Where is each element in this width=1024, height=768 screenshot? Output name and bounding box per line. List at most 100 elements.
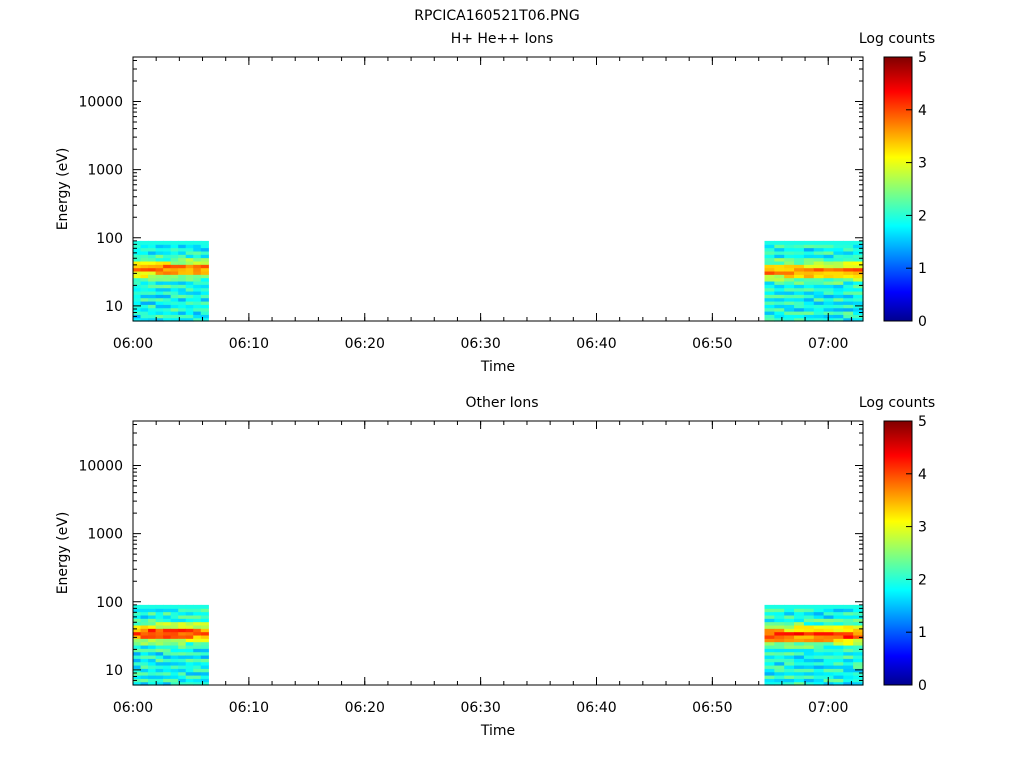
heatmap-cell bbox=[784, 628, 795, 633]
heatmap-cell bbox=[833, 244, 844, 249]
heatmap-cell bbox=[794, 624, 805, 629]
heatmap-cell bbox=[784, 264, 795, 269]
heatmap-cell bbox=[774, 244, 785, 249]
heatmap-cell bbox=[170, 294, 179, 299]
heatmap-cell bbox=[784, 604, 795, 609]
heatmap-cell bbox=[784, 648, 795, 653]
heatmap-cell bbox=[823, 277, 835, 282]
heatmap-cell bbox=[803, 614, 815, 619]
heatmap-cell bbox=[784, 274, 795, 279]
heatmap-cell bbox=[774, 618, 785, 623]
heatmap-cell bbox=[794, 674, 805, 679]
heatmap-cell bbox=[185, 614, 194, 619]
heatmap-cell bbox=[140, 634, 149, 639]
heatmap-cell bbox=[193, 678, 202, 683]
heatmap-cell bbox=[178, 264, 187, 269]
heatmap-cell bbox=[170, 290, 179, 295]
heatmap-cell bbox=[823, 290, 835, 295]
heatmap-cell bbox=[823, 668, 835, 673]
heatmap-cell bbox=[853, 290, 864, 295]
heatmap-cell bbox=[140, 270, 149, 275]
heatmap-cell bbox=[784, 654, 795, 659]
heatmap-cell bbox=[853, 641, 864, 646]
heatmap-cell bbox=[163, 671, 172, 676]
heatmap-cell bbox=[794, 678, 805, 683]
heatmap-cell bbox=[140, 604, 149, 609]
heatmap-cell bbox=[794, 264, 805, 269]
heatmap-cell bbox=[140, 260, 149, 265]
heatmap-cell bbox=[193, 628, 202, 633]
heatmap-cell bbox=[163, 614, 172, 619]
heatmap-cell bbox=[853, 654, 864, 659]
heatmap-cell bbox=[155, 310, 164, 315]
heatmap-cell bbox=[170, 300, 179, 305]
heatmap-cell bbox=[774, 641, 785, 646]
heatmap-cell bbox=[843, 274, 854, 279]
heatmap-cell bbox=[193, 250, 202, 255]
heatmap-cell bbox=[200, 634, 209, 639]
heatmap-cell bbox=[823, 681, 835, 686]
heatmap-cell bbox=[163, 608, 172, 613]
heatmap-cell bbox=[784, 634, 795, 639]
heatmap-cell bbox=[133, 314, 142, 319]
heatmap-cell bbox=[833, 681, 844, 686]
heatmap-cell bbox=[133, 287, 142, 292]
heatmap-cell bbox=[823, 317, 835, 322]
heatmap-cell bbox=[185, 664, 194, 669]
heatmap-cell bbox=[764, 304, 775, 309]
heatmap-cell bbox=[185, 648, 194, 653]
heatmap-cell bbox=[794, 294, 805, 299]
heatmap-cell bbox=[140, 250, 149, 255]
heatmap-cell bbox=[833, 274, 844, 279]
heatmap-cell bbox=[784, 284, 795, 289]
heatmap-cell bbox=[170, 267, 179, 272]
heatmap-cell bbox=[774, 608, 785, 613]
heatmap-cell bbox=[155, 287, 164, 292]
heatmap-cell bbox=[833, 267, 844, 272]
heatmap-cell bbox=[155, 628, 164, 633]
heatmap-cell bbox=[843, 624, 854, 629]
colorbar: Log counts 0 1 2 3 4 5 bbox=[859, 31, 935, 330]
heatmap-cell bbox=[178, 641, 187, 646]
heatmap-cell bbox=[853, 250, 864, 255]
heatmap-cell bbox=[133, 614, 142, 619]
heatmap-cell bbox=[843, 267, 854, 272]
heatmap-cell bbox=[853, 280, 864, 285]
heatmap-cell bbox=[764, 634, 775, 639]
heatmap-cell bbox=[193, 618, 202, 623]
heatmap-cell bbox=[148, 651, 157, 656]
heatmap-cell bbox=[853, 297, 864, 302]
heatmap-cell bbox=[155, 280, 164, 285]
heatmap-cell bbox=[200, 628, 209, 633]
heatmap-cell bbox=[803, 274, 815, 279]
heatmap-cell bbox=[185, 608, 194, 613]
heatmap-cell bbox=[140, 608, 149, 613]
heatmap-cell bbox=[813, 247, 825, 252]
heatmap-cell bbox=[200, 254, 209, 259]
heatmap-cell bbox=[140, 254, 149, 259]
heatmap-cell bbox=[803, 608, 815, 613]
heatmap-cell bbox=[133, 300, 142, 305]
heatmap-cell bbox=[843, 247, 854, 252]
heatmap-cell bbox=[140, 257, 149, 262]
heatmap-cell bbox=[853, 628, 864, 633]
heatmap-cell bbox=[155, 274, 164, 279]
heatmap-cell bbox=[170, 264, 179, 269]
heatmap-cell bbox=[803, 664, 815, 669]
heatmap-cell bbox=[784, 267, 795, 272]
heatmap-cell bbox=[764, 681, 775, 686]
heatmap-cell bbox=[133, 634, 142, 639]
heatmap-cell bbox=[803, 661, 815, 666]
heatmap-cell bbox=[155, 678, 164, 683]
heatmap-cell bbox=[813, 257, 825, 262]
heatmap-cell bbox=[133, 244, 142, 249]
heatmap-cell bbox=[803, 250, 815, 255]
heatmap-cell bbox=[823, 284, 835, 289]
heatmap-cell bbox=[784, 300, 795, 305]
heatmap-cell bbox=[200, 608, 209, 613]
heatmap-cell bbox=[163, 280, 172, 285]
data-block bbox=[764, 604, 864, 686]
heatmap-cell bbox=[764, 648, 775, 653]
heatmap-cell bbox=[185, 250, 194, 255]
heatmap-cell bbox=[133, 297, 142, 302]
